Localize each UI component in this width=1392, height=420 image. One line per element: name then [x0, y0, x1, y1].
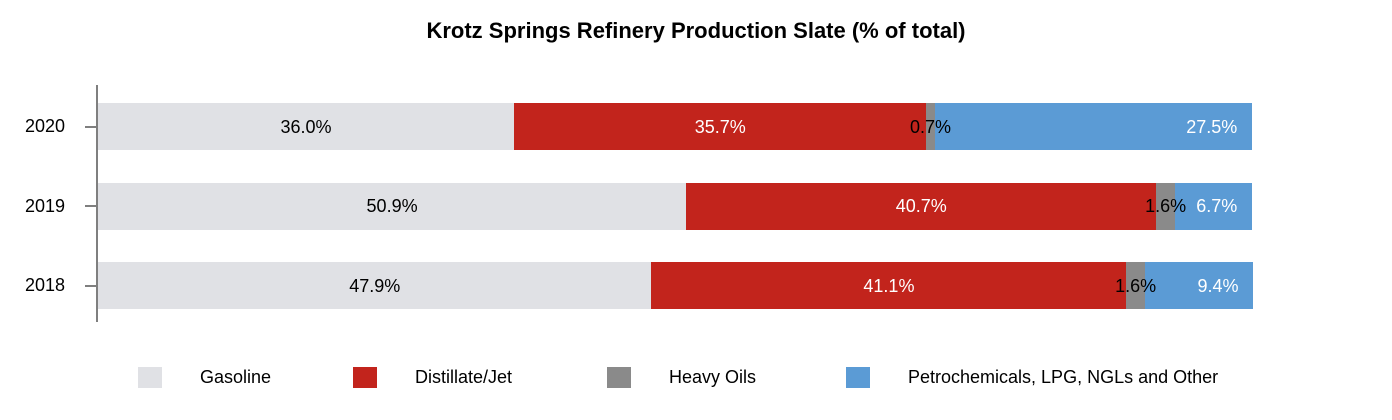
category-label-2020: 2020 — [24, 116, 65, 136]
bar-row-2020: 36.0% 35.7% 0.7% 27.5% — [98, 103, 1253, 150]
data-label: 9.4% — [1197, 275, 1239, 296]
legend-swatch-distillate-jet — [353, 367, 377, 388]
legend-swatch-petrochemicals — [846, 367, 870, 388]
axis-tick-2018 — [85, 284, 96, 287]
data-label: 40.7% — [895, 196, 947, 216]
bar-segment-2018-heavy-oils: 1.6% — [1115, 262, 1156, 309]
bar-segment-2020-heavy-oils: 0.7% — [910, 103, 951, 150]
legend: Gasoline Distillate/Jet Heavy Oils Petro… — [0, 355, 1392, 400]
bar-segment-2019-petrochemicals-lpg-ngls-and-other: 6.7% — [1174, 182, 1253, 230]
axis-tick-2020 — [85, 125, 96, 128]
axis-tick-2019 — [85, 205, 96, 207]
data-label: 41.1% — [863, 275, 915, 296]
data-label: 0.7% — [910, 116, 952, 137]
data-label: 1.6% — [1145, 196, 1187, 216]
bar-segment-2019-distillate-jet: 40.7% — [686, 182, 1157, 230]
bar-segment-2020-distillate-jet: 35.7% — [513, 103, 927, 150]
bar-row-2019: 50.9% 40.7% 1.6% 6.7% — [98, 182, 1253, 230]
data-label: 47.9% — [349, 275, 401, 296]
data-label: 6.7% — [1196, 196, 1238, 216]
category-label-2018: 2018 — [24, 275, 65, 295]
bar-segment-2019-heavy-oils: 1.6% — [1145, 182, 1186, 230]
bar-segment-2020-petrochemicals-lpg-ngls-and-other: 27.5% — [934, 103, 1253, 150]
bar-segment-2018-gasoline: 47.9% — [98, 262, 652, 309]
legend-label: Distillate/Jet — [415, 367, 513, 387]
data-label: 50.9% — [366, 196, 418, 216]
chart-title: Krotz Springs Refinery Production Slate … — [426, 18, 966, 43]
bar-segment-2018-petrochemicals-lpg-ngls-and-other: 9.4% — [1144, 262, 1254, 309]
bar-row-2018: 47.9% 41.1% 1.6% 9.4% — [98, 262, 1254, 309]
legend-label: Petrochemicals, LPG, NGLs and Other — [908, 367, 1219, 387]
y-axis-line — [96, 85, 98, 322]
bar-segment-2018-distillate-jet: 41.1% — [651, 262, 1127, 309]
data-label: 35.7% — [694, 116, 746, 137]
data-label: 1.6% — [1115, 275, 1157, 296]
category-label-2019: 2019 — [24, 195, 65, 216]
bar-segment-2019-gasoline: 50.9% — [98, 182, 687, 230]
legend-swatch-heavy-oils — [607, 367, 631, 388]
legend-swatch-gasoline — [138, 367, 162, 388]
data-label: 27.5% — [1186, 116, 1238, 137]
legend-label: Gasoline — [200, 367, 272, 387]
data-label: 36.0% — [280, 116, 332, 137]
bar-segment-2020-gasoline: 36.0% — [98, 103, 514, 150]
legend-label: Heavy Oils — [669, 367, 757, 387]
plot-area: 2020 36.0% 35.7% 0.7% 27.5% 2019 50.9% 40.7% 1.6… — [24, 85, 1254, 322]
